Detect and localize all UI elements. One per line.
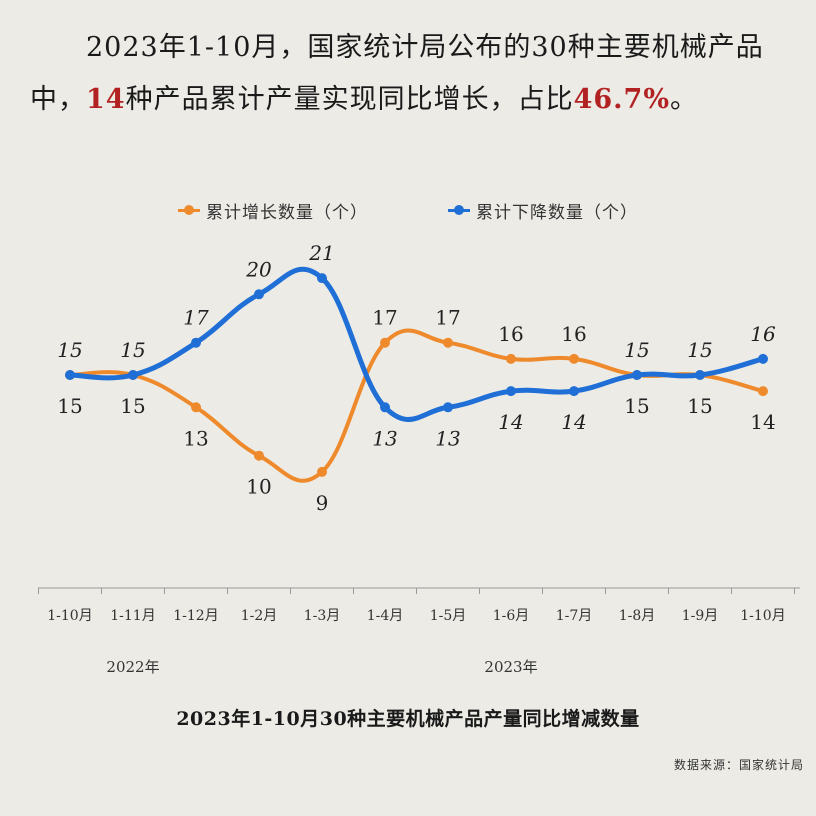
point-growth [758,386,768,397]
data-label-growth: 17 [372,306,397,330]
legend-item-growth: 累计增长数量（个） [178,198,368,223]
legend-label-decline: 累计下降数量（个） [476,203,638,223]
x-tick-label: 1-10月 [47,608,92,624]
data-label-growth: 13 [183,426,208,450]
data-label-decline: 20 [245,257,272,281]
x-tick-label: 1-6月 [493,608,530,624]
point-decline [569,386,579,397]
series-line-decline [67,266,766,422]
chart-legend: 累计增长数量（个） 累计下降数量（个） [0,198,816,223]
point-decline [254,289,264,300]
x-tick-label: 1-3月 [304,608,341,624]
x-tick-label: 1-11月 [110,608,155,624]
point-decline [128,370,138,380]
point-growth [317,466,327,477]
x-tick-label: 1-12月 [173,608,218,624]
data-label-growth: 15 [687,394,712,418]
point-growth [569,353,579,364]
headline-text-before: 2023年1-10月，国家统计局公布的30种主要机械产品中， [30,32,764,115]
point-decline [191,337,201,348]
x-tick-label: 1-2月 [241,608,278,624]
point-decline [443,402,453,413]
point-growth [254,450,264,461]
data-label-decline: 15 [120,338,145,362]
headline-text-middle: 种产品累计产量实现同比增长，占比 [125,84,574,115]
legend-swatch-decline [448,205,470,215]
year-group-label: 2022年 [106,658,159,676]
point-growth [506,353,516,364]
data-label-growth: 15 [57,394,82,418]
chart-title: 2023年1-10月30种主要机械产品产量同比增减数量 [176,708,640,730]
x-tick-label: 1-8月 [619,608,656,624]
data-label-decline: 15 [687,338,712,362]
data-label-decline: 13 [372,426,397,450]
point-decline [632,370,642,380]
data-label-growth: 15 [624,394,649,418]
headline-text-after: 。 [670,84,698,115]
data-label-growth: 9 [316,491,329,515]
data-label-decline: 16 [750,322,776,346]
headline-highlight-count: 14 [86,84,126,115]
point-growth [443,337,453,348]
data-label-decline: 17 [183,306,209,330]
data-label-growth: 16 [561,322,586,346]
data-source: 数据来源：国家统计局 [673,758,804,772]
point-decline [506,386,516,397]
point-decline [758,353,768,364]
series-line-growth [68,328,765,483]
data-label-growth: 16 [498,322,523,346]
point-decline [380,402,390,413]
data-label-decline: 13 [435,426,460,450]
year-group-label: 2023年 [484,658,537,676]
x-tick-label: 1-5月 [430,608,467,624]
x-tick-label: 1-4月 [367,608,404,624]
data-label-growth: 14 [750,410,775,434]
legend-label-growth: 累计增长数量（个） [206,203,368,223]
x-tick-label: 1-10月 [740,608,785,624]
headline-highlight-share: 46.7% [573,84,670,115]
data-label-growth: 15 [120,394,145,418]
data-label-decline: 15 [57,338,82,362]
x-tick-label: 1-9月 [682,608,719,624]
data-label-decline: 14 [498,410,523,434]
point-decline [695,370,705,380]
data-label-growth: 17 [435,306,460,330]
point-growth [380,337,390,348]
point-growth [191,402,201,413]
legend-item-decline: 累计下降数量（个） [448,198,638,223]
headline: 2023年1-10月，国家统计局公布的30种主要机械产品中，14种产品累计产量实… [30,22,800,126]
data-label-growth: 10 [246,475,271,499]
data-label-decline: 21 [308,241,334,265]
point-decline [65,370,75,380]
data-label-decline: 14 [561,410,586,434]
x-tick-label: 1-7月 [556,608,593,624]
data-label-decline: 15 [624,338,649,362]
point-decline [317,273,327,284]
legend-swatch-growth [178,205,200,215]
